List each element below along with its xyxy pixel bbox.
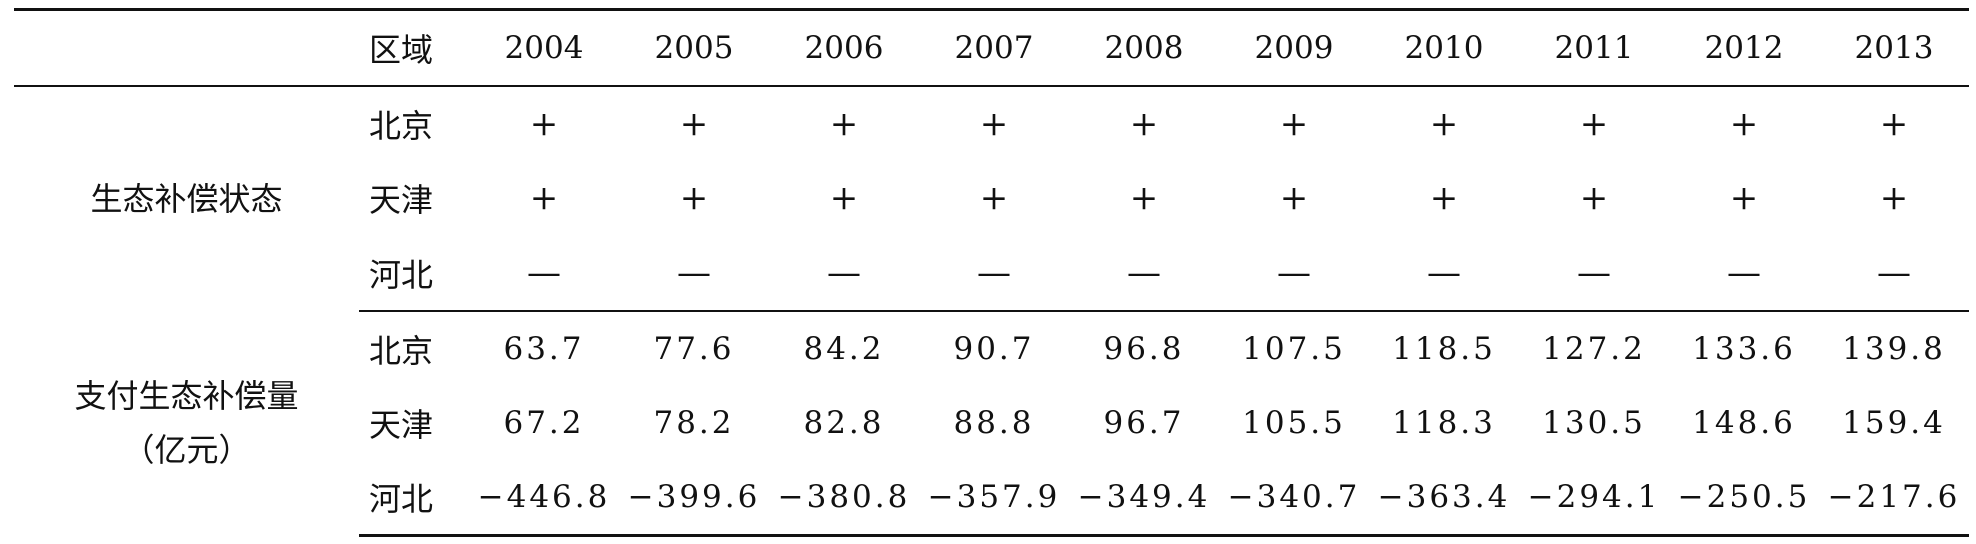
status-cell: + [1429, 103, 1459, 144]
amount-cell: 96.7 [1103, 405, 1185, 441]
status-group-label-text: 生态补偿状态 [90, 179, 283, 218]
status-cell: — [1369, 235, 1519, 312]
header-row: 区域 2004 2005 2006 2007 2008 2009 2010 20… [14, 8, 1969, 87]
amount-cell: −380.8 [769, 460, 919, 537]
status-cell: + [1129, 178, 1159, 218]
status-cell: + [1279, 178, 1309, 218]
status-cell: — [1069, 235, 1219, 312]
amount-cell: −357.9 [919, 460, 1069, 537]
status-cell: + [1129, 103, 1159, 144]
amount-cell: −399.6 [619, 460, 769, 537]
status-cell: + [679, 178, 709, 218]
amount-cell: 88.8 [953, 405, 1035, 441]
header-year: 2012 [1669, 8, 1819, 87]
region-cell: 天津 [369, 406, 434, 444]
eco-compensation-table: 区域 2004 2005 2006 2007 2008 2009 2010 20… [14, 8, 1969, 537]
status-cell: + [829, 103, 859, 144]
status-cell: — [619, 235, 769, 312]
amount-cell: −340.7 [1219, 460, 1369, 537]
amount-cell: −349.4 [1069, 460, 1219, 537]
status-cell: — [1819, 235, 1969, 312]
region-cell: 天津 [369, 181, 434, 219]
status-cell: — [1519, 235, 1669, 312]
header-year: 2013 [1819, 8, 1969, 87]
header-year: 2011 [1519, 8, 1669, 87]
region-cell: 河北 [359, 235, 469, 312]
amount-cell: 67.2 [503, 405, 585, 441]
status-group-label: 生态补偿状态 [14, 86, 359, 311]
amount-cell: −294.1 [1519, 460, 1669, 537]
status-cell: + [529, 178, 559, 218]
status-cell: + [979, 103, 1009, 144]
status-cell: — [769, 235, 919, 312]
amount-cell: 159.4 [1842, 405, 1946, 441]
amount-cell: 90.7 [953, 330, 1035, 367]
amount-cell: 107.5 [1242, 330, 1346, 367]
status-cell: + [1579, 103, 1609, 144]
status-cell: + [1279, 103, 1309, 144]
table-row: 天津 + + + + + + + + + + [14, 161, 1969, 236]
amount-cell: 105.5 [1242, 405, 1346, 441]
header-blank-cell [14, 8, 359, 87]
status-cell: — [1669, 235, 1819, 312]
amount-cell: 139.8 [1842, 330, 1946, 367]
amount-cell: 96.8 [1103, 330, 1185, 367]
amount-cell: 77.6 [653, 330, 735, 367]
amount-cell: 63.7 [503, 330, 585, 367]
amount-cell: −446.8 [469, 460, 619, 537]
header-year: 2008 [1069, 8, 1219, 87]
status-cell: — [469, 235, 619, 312]
status-cell: + [1729, 103, 1759, 144]
region-cell: 北京 [369, 106, 434, 145]
payment-group-label-line1: 支付生态补偿量 [74, 377, 299, 415]
amount-cell: 118.5 [1392, 330, 1496, 367]
header-year: 2010 [1369, 8, 1519, 87]
amount-cell: −217.6 [1819, 460, 1969, 537]
table-row: 天津 67.2 78.2 82.8 88.8 96.7 105.5 118.3 … [14, 386, 1969, 461]
amount-cell: 78.2 [653, 405, 735, 441]
header-year: 2005 [619, 8, 769, 87]
amount-cell: 130.5 [1542, 405, 1646, 441]
table-row: 河北 −446.8 −399.6 −380.8 −357.9 −349.4 −3… [14, 460, 1969, 537]
table-row: 河北 — — — — — — — — — — [14, 235, 1969, 312]
status-cell: + [1879, 103, 1909, 144]
status-cell: + [1579, 178, 1609, 218]
region-cell: 北京 [369, 331, 434, 370]
header-region: 区域 [359, 8, 469, 87]
status-cell: — [919, 235, 1069, 312]
status-group: 生态补偿状态 北京 + + + + + + + + + + 天津 + + + + [14, 86, 1969, 312]
table-row: 生态补偿状态 北京 + + + + + + + + + + [14, 86, 1969, 218]
amount-cell: 133.6 [1692, 330, 1796, 367]
amount-cell: −250.5 [1669, 460, 1819, 537]
status-cell: + [679, 103, 709, 144]
header-year: 2004 [469, 8, 619, 87]
status-cell: + [1729, 178, 1759, 218]
amount-cell: 82.8 [803, 405, 885, 441]
payment-group-label-line2: （亿元） [122, 431, 251, 469]
status-cell: + [1879, 178, 1909, 218]
amount-cell: 118.3 [1392, 405, 1496, 441]
status-cell: — [1219, 235, 1369, 312]
status-cell: + [979, 178, 1009, 218]
payment-group: 支付生态补偿量 （亿元） 北京 63.7 77.6 84.2 90.7 96.8… [14, 311, 1969, 537]
amount-cell: 84.2 [803, 330, 885, 367]
status-cell: + [1429, 178, 1459, 218]
header-year: 2006 [769, 8, 919, 87]
amount-cell: −363.4 [1369, 460, 1519, 537]
amount-cell: 127.2 [1542, 330, 1646, 367]
header-year: 2009 [1219, 8, 1369, 87]
region-cell: 河北 [359, 460, 469, 537]
payment-group-label: 支付生态补偿量 （亿元） [14, 311, 359, 536]
header-year: 2007 [919, 8, 1069, 87]
amount-cell: 148.6 [1692, 405, 1796, 441]
status-cell: + [829, 178, 859, 218]
status-cell: + [529, 103, 559, 144]
data-table-container: 区域 2004 2005 2006 2007 2008 2009 2010 20… [14, 8, 1969, 537]
table-row: 支付生态补偿量 （亿元） 北京 63.7 77.6 84.2 90.7 96.8… [14, 311, 1969, 470]
